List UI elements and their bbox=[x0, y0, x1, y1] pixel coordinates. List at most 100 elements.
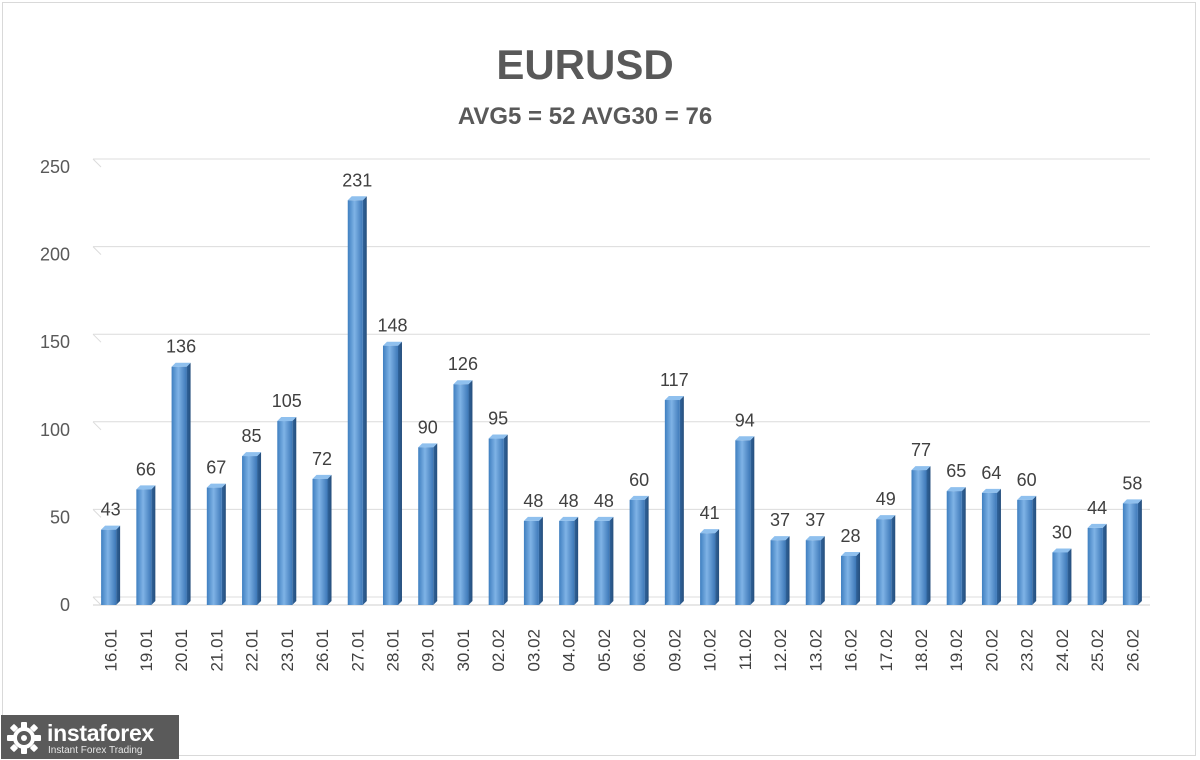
data-label: 48 bbox=[559, 491, 579, 511]
bar-top bbox=[453, 380, 473, 385]
x-tick-label: 16.01 bbox=[102, 629, 121, 672]
bar-side bbox=[961, 487, 966, 605]
data-label: 58 bbox=[1122, 473, 1142, 493]
bar-side bbox=[820, 536, 825, 605]
bar-top bbox=[523, 516, 543, 521]
data-label: 64 bbox=[981, 463, 1001, 483]
data-label: 44 bbox=[1087, 498, 1107, 518]
bar-top bbox=[735, 436, 755, 441]
x-tick-label: 03.02 bbox=[524, 629, 543, 672]
bar-front bbox=[382, 345, 398, 605]
bar-side bbox=[186, 362, 191, 605]
bar-top bbox=[488, 434, 508, 439]
bar-front bbox=[700, 533, 716, 605]
bar-front bbox=[735, 440, 751, 605]
data-label: 126 bbox=[448, 354, 478, 374]
data-label: 105 bbox=[272, 391, 302, 411]
gridline-depth bbox=[92, 333, 102, 343]
bar-front bbox=[523, 520, 539, 605]
bar-front bbox=[981, 492, 997, 605]
bar-front bbox=[242, 456, 258, 605]
bar-top bbox=[770, 536, 790, 541]
bar bbox=[347, 196, 367, 605]
bar-top bbox=[277, 417, 297, 422]
bar-side bbox=[1137, 499, 1142, 605]
x-tick-label: 19.01 bbox=[137, 629, 156, 672]
bar-front bbox=[136, 489, 152, 605]
x-tick-label: 10.02 bbox=[701, 629, 720, 672]
x-tick-label: 26.02 bbox=[1123, 629, 1142, 672]
data-label: 67 bbox=[206, 458, 226, 478]
bar-top bbox=[1122, 499, 1142, 504]
bar-top bbox=[664, 396, 684, 401]
x-tick-label: 23.02 bbox=[1018, 629, 1037, 672]
bar bbox=[136, 485, 156, 605]
x-axis-ticks: 16.01 19.01 20.01 21.01 22.01 23.01 26.01 27.01… bbox=[102, 629, 1143, 672]
bar bbox=[629, 495, 649, 605]
bar-top bbox=[206, 483, 226, 488]
bar bbox=[101, 525, 121, 605]
bar-front bbox=[911, 470, 927, 605]
bar-side bbox=[397, 341, 402, 605]
data-label: 94 bbox=[735, 410, 755, 430]
data-label: 28 bbox=[841, 526, 861, 546]
bar bbox=[1017, 495, 1037, 605]
bar-front bbox=[101, 529, 117, 605]
bar-top bbox=[911, 466, 931, 471]
data-label: 136 bbox=[166, 337, 196, 357]
bar-top bbox=[629, 495, 649, 500]
logo-tagline: Instant Forex Trading bbox=[48, 745, 143, 756]
x-tick-label: 11.02 bbox=[736, 629, 755, 670]
y-tick-label: 150 bbox=[40, 332, 70, 352]
gridline-depth bbox=[92, 421, 102, 431]
bar-front bbox=[488, 438, 504, 605]
data-label: 66 bbox=[136, 459, 156, 479]
bar-side bbox=[116, 525, 121, 605]
gridline-depth bbox=[92, 509, 102, 518]
bar-side bbox=[996, 488, 1001, 605]
x-tick-label: 20.01 bbox=[172, 629, 191, 672]
y-tick-label: 100 bbox=[40, 420, 70, 440]
data-label: 37 bbox=[770, 510, 790, 530]
bar bbox=[594, 516, 614, 605]
bar-front bbox=[841, 555, 857, 605]
bar bbox=[523, 516, 543, 605]
chart-title: EURUSD bbox=[496, 41, 674, 88]
bar-front bbox=[171, 366, 187, 605]
bar bbox=[1122, 499, 1142, 605]
x-tick-label: 30.01 bbox=[454, 629, 473, 672]
bar-front bbox=[277, 421, 293, 605]
data-label: 30 bbox=[1052, 522, 1072, 542]
data-label: 49 bbox=[876, 489, 896, 509]
data-label: 77 bbox=[911, 440, 931, 460]
bar-top bbox=[981, 488, 1001, 493]
bar bbox=[277, 417, 297, 605]
bar-side bbox=[644, 495, 649, 605]
bar-side bbox=[750, 436, 755, 605]
x-tick-label: 09.02 bbox=[665, 629, 684, 672]
y-tick-label: 50 bbox=[50, 507, 70, 527]
data-label: 72 bbox=[312, 449, 332, 469]
bar-side bbox=[679, 396, 684, 605]
bar-side bbox=[221, 483, 226, 605]
bar-front bbox=[946, 491, 962, 605]
bar-front bbox=[312, 478, 328, 605]
bar-front bbox=[770, 540, 786, 605]
bar bbox=[1087, 523, 1107, 605]
bar-side bbox=[151, 485, 156, 605]
bars bbox=[101, 196, 1142, 605]
bar-top bbox=[312, 474, 332, 479]
bar-front bbox=[594, 520, 610, 605]
data-label: 231 bbox=[342, 170, 372, 190]
bar-front bbox=[1087, 527, 1103, 605]
bar-side bbox=[292, 417, 297, 605]
bar-side bbox=[362, 196, 367, 605]
x-tick-label: 02.02 bbox=[489, 629, 508, 672]
bar-top bbox=[242, 452, 262, 457]
bar bbox=[171, 362, 191, 605]
y-tick-label: 0 bbox=[60, 595, 70, 615]
bar-front bbox=[664, 400, 680, 605]
data-label: 48 bbox=[594, 491, 614, 511]
bar-side bbox=[1032, 495, 1037, 605]
